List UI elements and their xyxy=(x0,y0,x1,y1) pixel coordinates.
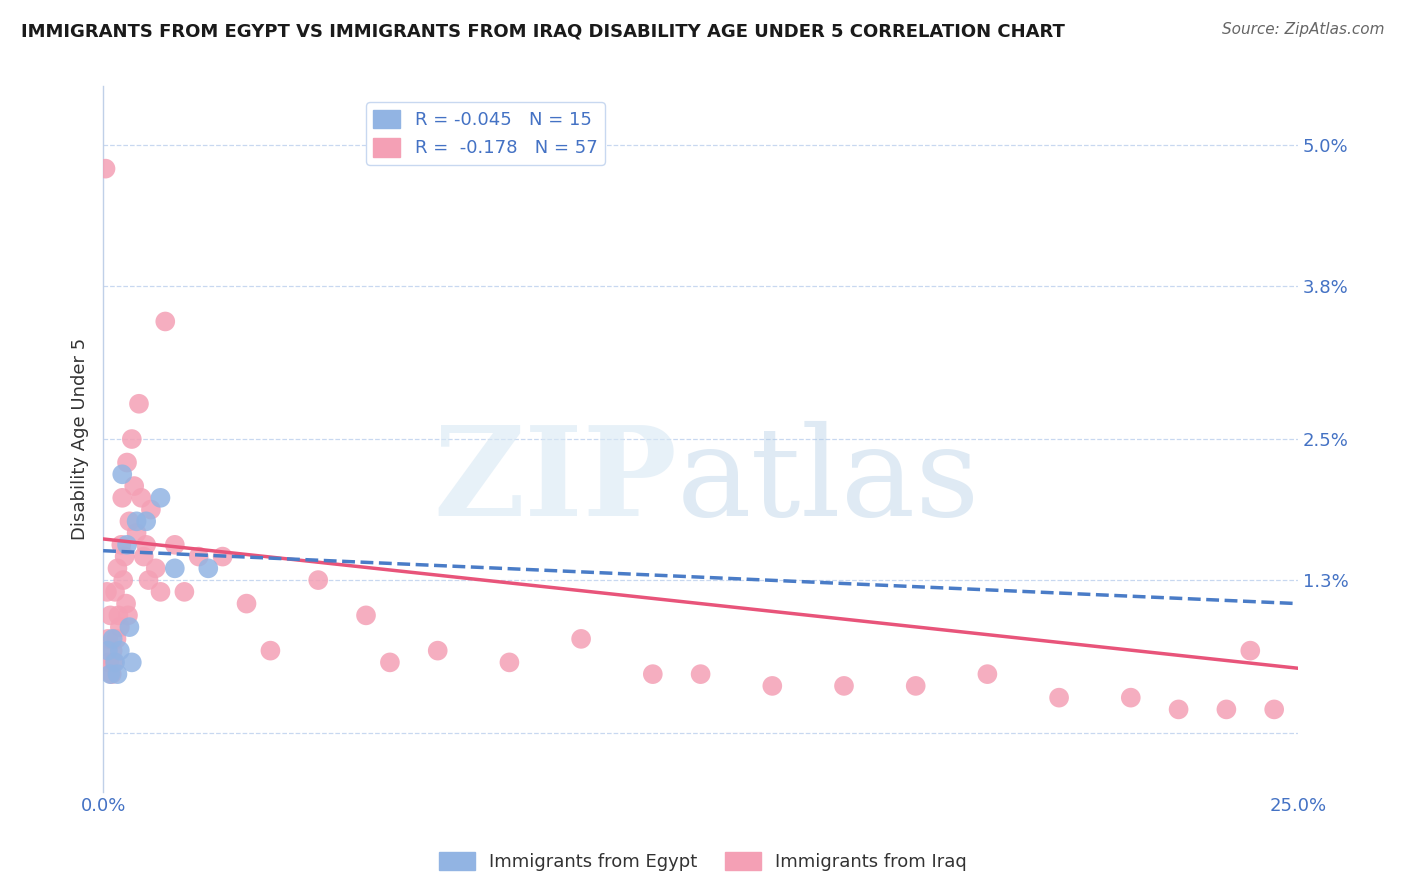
Point xyxy=(117,608,139,623)
Point xyxy=(110,538,132,552)
Point xyxy=(641,667,664,681)
Point xyxy=(139,502,162,516)
Point xyxy=(111,467,134,482)
Legend: R = -0.045   N = 15, R =  -0.178   N = 57: R = -0.045 N = 15, R = -0.178 N = 57 xyxy=(366,103,605,165)
Point xyxy=(104,656,127,670)
Point xyxy=(354,608,377,623)
Point xyxy=(155,314,177,328)
Point xyxy=(131,491,153,505)
Point xyxy=(125,514,148,528)
Point xyxy=(115,456,138,470)
Point xyxy=(498,656,520,670)
Point xyxy=(125,526,148,541)
Point xyxy=(97,643,120,657)
Point xyxy=(111,491,134,505)
Point xyxy=(259,643,281,657)
Point xyxy=(98,608,121,623)
Point xyxy=(832,679,855,693)
Point xyxy=(115,597,138,611)
Point xyxy=(1119,690,1142,705)
Legend: Immigrants from Egypt, Immigrants from Iraq: Immigrants from Egypt, Immigrants from I… xyxy=(432,845,974,879)
Point xyxy=(114,549,136,564)
Point xyxy=(105,632,128,646)
Point xyxy=(107,667,129,681)
Point xyxy=(138,573,160,587)
Point xyxy=(1263,702,1285,716)
Point xyxy=(96,585,118,599)
Point xyxy=(118,514,141,528)
Text: Source: ZipAtlas.com: Source: ZipAtlas.com xyxy=(1222,22,1385,37)
Point xyxy=(1167,702,1189,716)
Point xyxy=(378,656,401,670)
Text: atlas: atlas xyxy=(676,421,980,541)
Y-axis label: Disability Age Under 5: Disability Age Under 5 xyxy=(72,338,89,541)
Point xyxy=(187,549,209,564)
Point xyxy=(135,538,157,552)
Point xyxy=(197,561,219,575)
Point xyxy=(108,643,131,657)
Point xyxy=(163,538,186,552)
Point xyxy=(132,549,155,564)
Point xyxy=(97,632,120,646)
Text: IMMIGRANTS FROM EGYPT VS IMMIGRANTS FROM IRAQ DISABILITY AGE UNDER 5 CORRELATION: IMMIGRANTS FROM EGYPT VS IMMIGRANTS FROM… xyxy=(21,22,1064,40)
Point xyxy=(97,656,120,670)
Point xyxy=(904,679,927,693)
Point xyxy=(103,656,125,670)
Point xyxy=(307,573,329,587)
Point xyxy=(235,597,257,611)
Point xyxy=(1239,643,1261,657)
Point xyxy=(569,632,592,646)
Point xyxy=(122,479,145,493)
Point xyxy=(104,585,127,599)
Point xyxy=(1215,702,1237,716)
Point xyxy=(107,608,129,623)
Text: ZIP: ZIP xyxy=(433,421,676,541)
Point xyxy=(128,397,150,411)
Point xyxy=(112,573,135,587)
Point xyxy=(115,538,138,552)
Point xyxy=(118,620,141,634)
Point xyxy=(100,667,122,681)
Point xyxy=(149,585,172,599)
Point xyxy=(94,161,117,176)
Point xyxy=(145,561,167,575)
Point xyxy=(98,667,121,681)
Point xyxy=(1047,690,1070,705)
Point xyxy=(761,679,783,693)
Point xyxy=(149,491,172,505)
Point xyxy=(108,620,131,634)
Point xyxy=(976,667,998,681)
Point xyxy=(107,561,129,575)
Point xyxy=(101,632,124,646)
Point xyxy=(101,643,124,657)
Point xyxy=(135,514,157,528)
Point xyxy=(173,585,195,599)
Point xyxy=(121,432,143,446)
Point xyxy=(121,656,143,670)
Point xyxy=(163,561,186,575)
Point xyxy=(211,549,233,564)
Point xyxy=(426,643,449,657)
Point xyxy=(689,667,711,681)
